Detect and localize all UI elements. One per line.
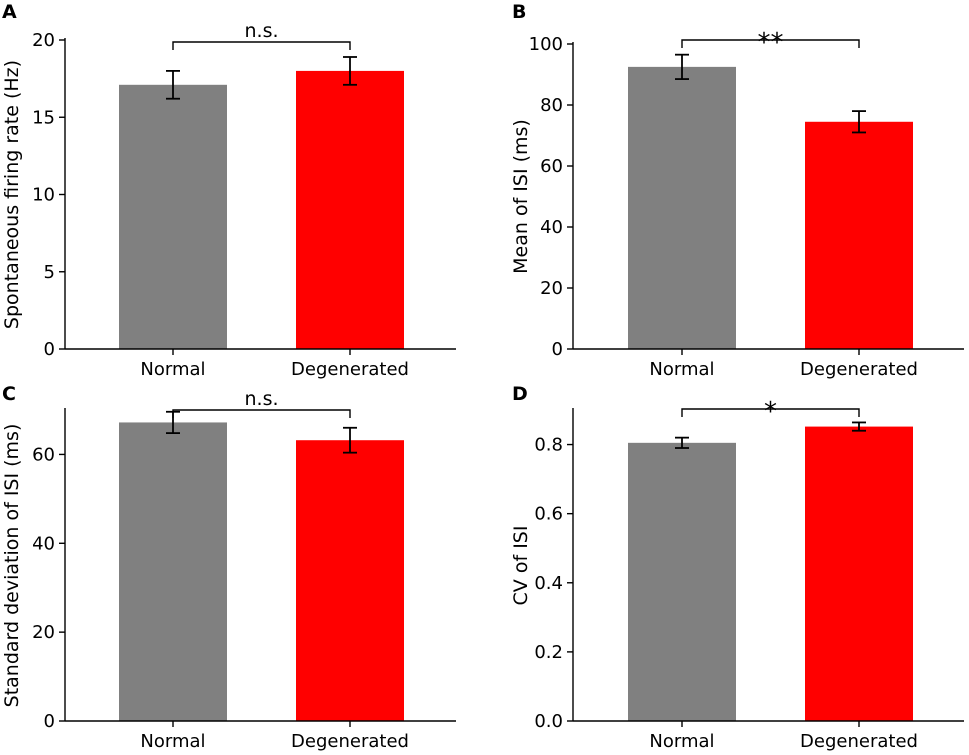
significance-bracket [172, 409, 351, 418]
y-tick-label: 0 [552, 339, 563, 360]
error-bar [343, 56, 357, 86]
y-tick-label: 20 [32, 622, 55, 643]
y-tick-label: 0 [44, 711, 55, 732]
y-tick-label: 5 [44, 262, 55, 283]
y-tick-label: 0.0 [534, 711, 563, 732]
significance-label: * [764, 397, 777, 427]
x-tick-label: Degenerated [800, 359, 918, 380]
bar-normal [119, 422, 227, 721]
y-axis-label: Mean of ISI (ms) [510, 119, 532, 274]
error-bar [675, 436, 689, 449]
x-tick-label: Degenerated [291, 731, 409, 752]
x-tick-label: Degenerated [291, 359, 409, 380]
y-tick-label: 40 [32, 533, 55, 554]
error-bar [852, 421, 866, 432]
x-tick-label: Normal [649, 359, 714, 380]
bar-normal [628, 66, 736, 349]
significance-bracket [681, 39, 860, 48]
y-tick-label: 0.6 [534, 504, 563, 525]
bar-normal [628, 442, 736, 721]
significance-label: n.s. [244, 388, 278, 410]
x-tick-label: Degenerated [800, 731, 918, 752]
x-tick-label: Normal [649, 731, 714, 752]
panel-letter: B [512, 1, 526, 23]
significance-bracket [681, 408, 860, 417]
bar-degenerated [296, 70, 404, 350]
x-tick-label: Normal [140, 731, 205, 752]
y-tick-label: 20 [32, 30, 55, 51]
y-tick-label: 10 [32, 185, 55, 206]
bar-degenerated [805, 121, 913, 350]
x-tick-label: Normal [140, 359, 205, 380]
y-tick-label: 20 [540, 278, 563, 299]
y-axis-label: CV of ISI [510, 526, 532, 606]
y-tick-label: 80 [540, 95, 563, 116]
bar-degenerated [296, 440, 404, 721]
y-axis-label: Standard deviation of ISI (ms) [1, 424, 23, 708]
y-tick-label: 60 [32, 444, 55, 465]
y-axis-label: Spontaneous firing rate (Hz) [1, 60, 23, 329]
y-tick-label: 0.8 [534, 435, 563, 456]
y-tick-label: 100 [529, 34, 563, 55]
y-tick-label: 0.4 [534, 573, 563, 594]
bar-degenerated [805, 426, 913, 721]
bar-normal [119, 84, 227, 350]
panel-A: A 0 5 10 15 20 Normal Degenerated Spontaneous fi… [1, 1, 456, 380]
error-bar [852, 110, 866, 134]
error-bar [166, 70, 180, 100]
y-tick-label: 60 [540, 156, 563, 177]
y-tick-label: 0 [44, 339, 55, 360]
error-bar [675, 53, 689, 80]
significance-bracket [172, 41, 351, 50]
significance-label: ** [758, 28, 784, 58]
panel-letter: C [2, 383, 16, 405]
y-tick-label: 0.2 [534, 642, 563, 663]
significance-label: n.s. [244, 20, 278, 42]
panel-letter: A [2, 1, 17, 23]
error-bar [343, 426, 357, 454]
panel-B: B 0 20 40 60 80 100 Normal Degenerated Mean of IS… [510, 1, 964, 380]
y-tick-label: 40 [540, 217, 563, 238]
y-tick-label: 15 [32, 107, 55, 128]
panel-D: D 0.0 0.2 0.4 0.6 0.8 Normal Degenerated CV of I… [510, 383, 964, 752]
panel-letter: D [512, 383, 528, 405]
panel-C: C 0 20 40 60 Normal Degenerated Standard deviat… [1, 383, 456, 752]
